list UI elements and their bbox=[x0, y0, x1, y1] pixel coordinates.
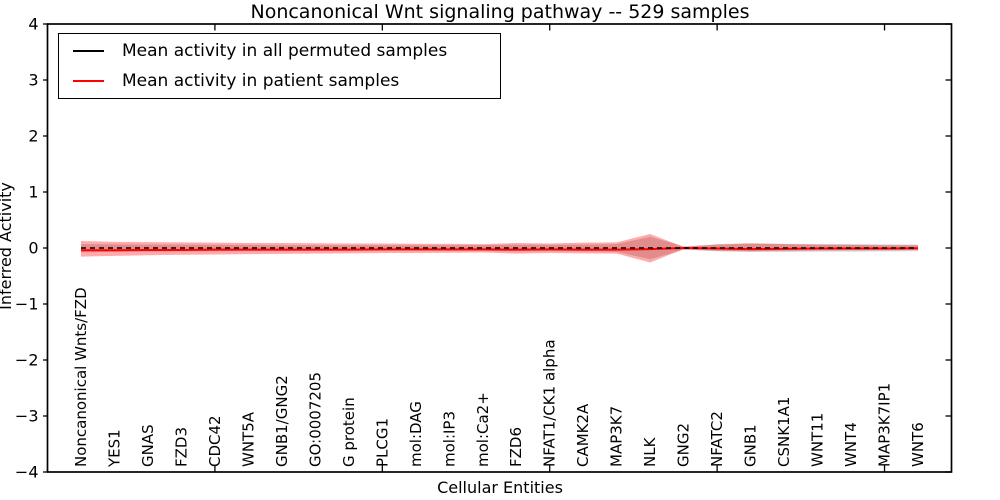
legend: Mean activity in all permuted samples Me… bbox=[58, 33, 501, 99]
y-tick-label: 2 bbox=[28, 127, 38, 146]
x-category-label: NLK bbox=[641, 436, 659, 467]
legend-line-patient bbox=[73, 80, 104, 82]
x-category-label: mol:Ca2+ bbox=[474, 392, 492, 467]
x-category-label: CSNK1A1 bbox=[775, 397, 793, 467]
x-category-label: CDC42 bbox=[206, 415, 224, 467]
x-category-label: mol:IP3 bbox=[440, 411, 458, 467]
y-tick-label: −1 bbox=[15, 295, 39, 314]
x-category-label: MAP3K7IP1 bbox=[876, 383, 894, 467]
x-category-label: PLCG1 bbox=[373, 418, 391, 467]
x-category-label: CAMK2A bbox=[574, 403, 592, 467]
x-category-label: WNT4 bbox=[842, 422, 860, 467]
chart-title: Noncanonical Wnt signaling pathway -- 52… bbox=[250, 1, 750, 23]
x-category-label: GO:0007205 bbox=[306, 372, 324, 467]
x-category-label: GNB1 bbox=[742, 424, 760, 467]
x-category-label: WNT5A bbox=[239, 411, 257, 467]
x-category-label: Noncanonical Wnts/FZD bbox=[72, 287, 90, 467]
x-category-label: NFATC2 bbox=[708, 411, 726, 467]
y-tick-label: 4 bbox=[28, 15, 38, 34]
x-category-label: GNG2 bbox=[675, 423, 693, 467]
x-category-label: MAP3K7 bbox=[608, 406, 626, 467]
x-category-label: NFAT1/CK1 alpha bbox=[541, 339, 559, 467]
y-tick-label: −3 bbox=[15, 407, 39, 426]
legend-row-patient: Mean activity in patient samples bbox=[59, 69, 500, 93]
x-category-label: FZD3 bbox=[172, 427, 190, 467]
y-tick-label: 3 bbox=[28, 71, 38, 90]
x-axis-label: Cellular Entities bbox=[437, 478, 563, 497]
x-category-label: GNAS bbox=[139, 424, 157, 467]
x-category-label: GNB1/GNG2 bbox=[273, 375, 291, 467]
legend-label-permuted: Mean activity in all permuted samples bbox=[122, 41, 448, 61]
legend-label-patient: Mean activity in patient samples bbox=[122, 71, 400, 91]
x-category-label: WNT6 bbox=[909, 422, 927, 467]
y-tick-label: −2 bbox=[15, 351, 39, 370]
y-axis-label: Inferred Activity bbox=[0, 182, 15, 310]
y-tick-label: 1 bbox=[28, 183, 38, 202]
legend-row-permuted: Mean activity in all permuted samples bbox=[59, 39, 500, 63]
x-category-label: FZD6 bbox=[507, 427, 525, 467]
x-category-label: G protein bbox=[340, 397, 358, 467]
series-line-patient-mean bbox=[80, 246, 919, 252]
y-tick-label: 0 bbox=[28, 239, 38, 258]
y-tick-label: −4 bbox=[15, 463, 39, 482]
x-category-label: YES1 bbox=[105, 429, 123, 468]
x-category-label: WNT11 bbox=[809, 413, 827, 467]
legend-line-permuted bbox=[73, 50, 104, 52]
x-category-label: mol:DAG bbox=[407, 401, 425, 467]
